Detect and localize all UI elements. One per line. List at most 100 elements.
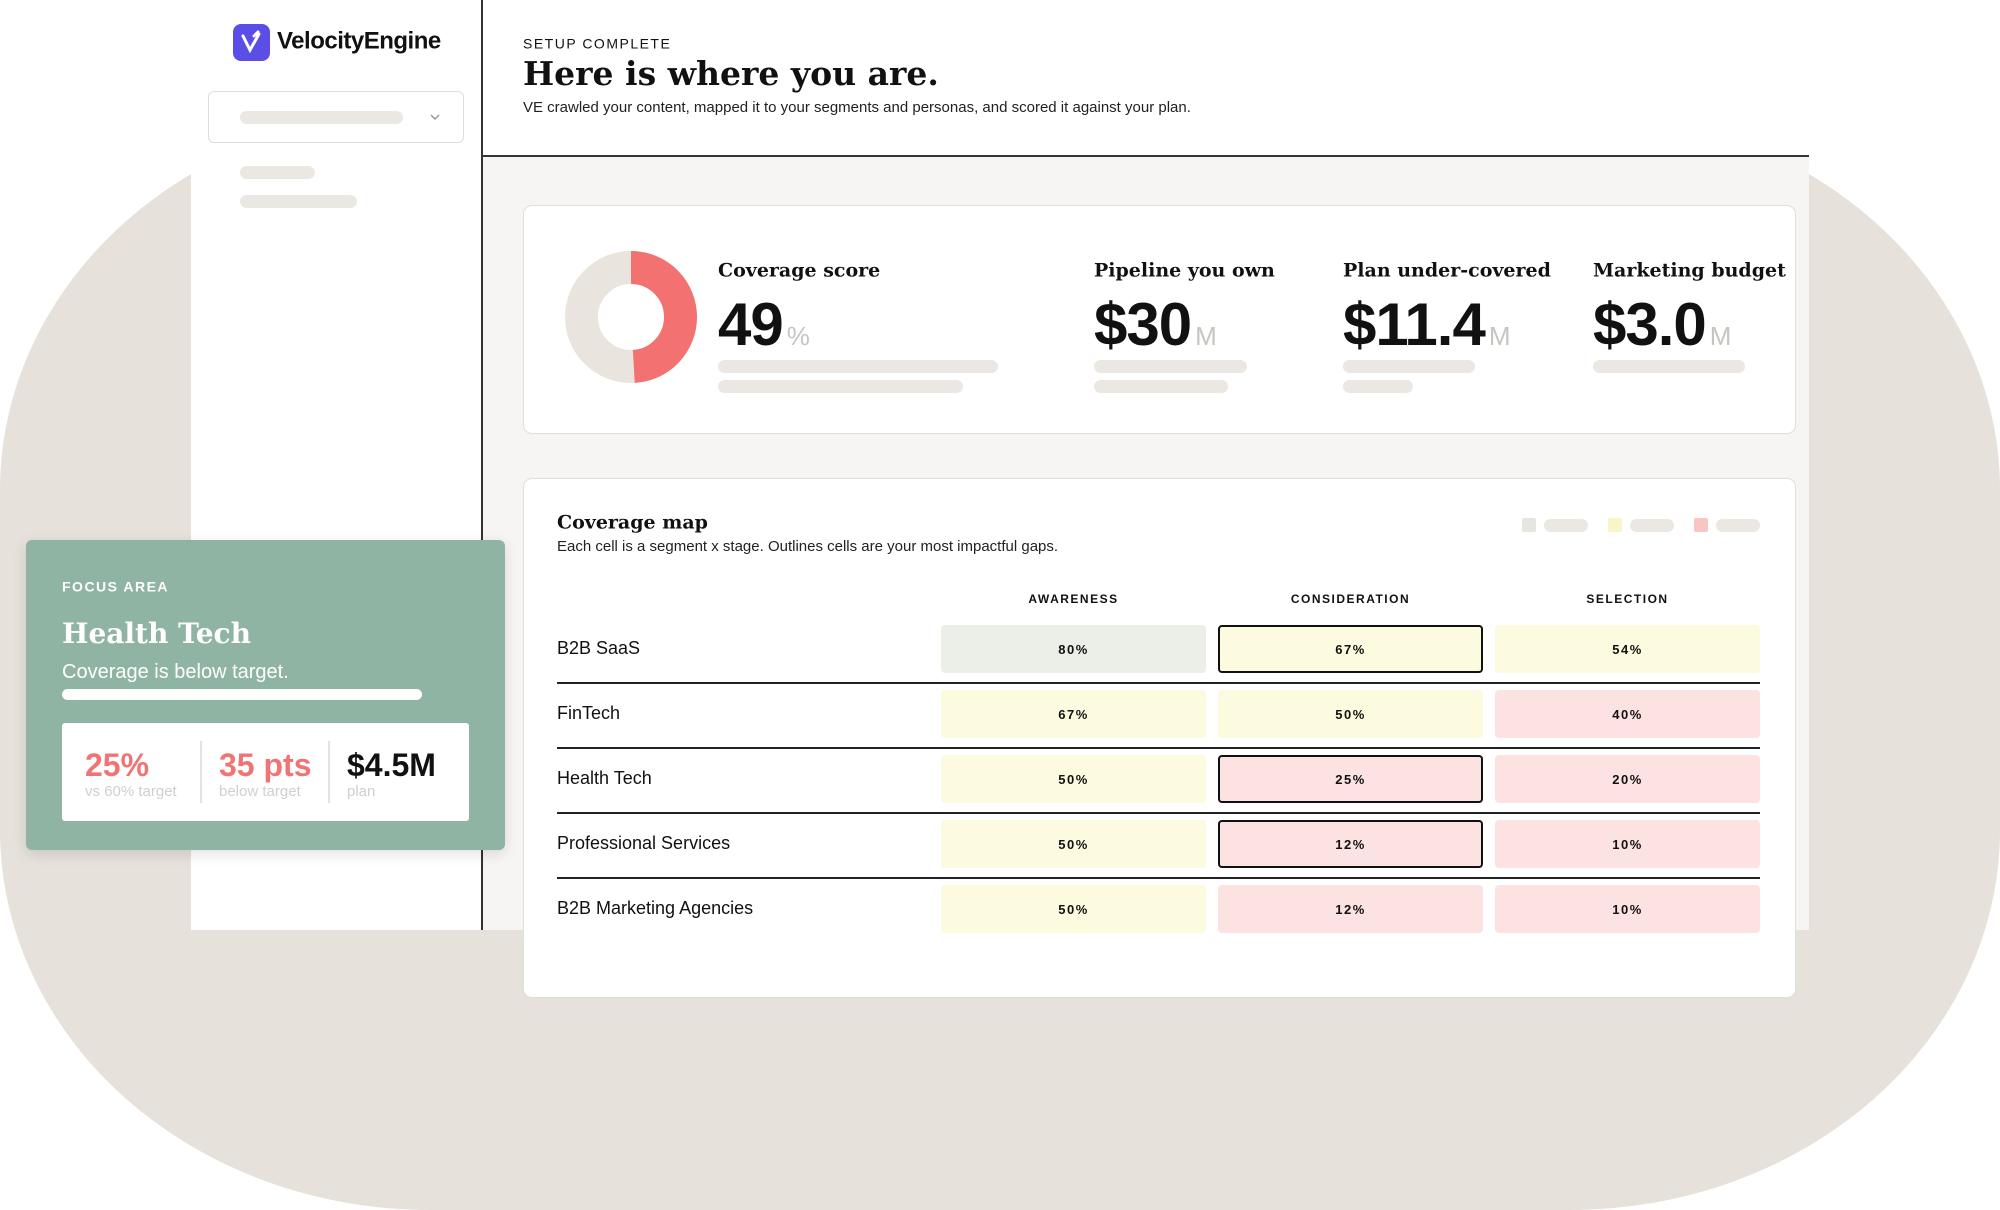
- stat-value: 25%: [85, 746, 150, 783]
- chevron: [430, 114, 440, 121]
- focus-message: Coverage is below target.: [62, 661, 289, 683]
- placeholder: [1544, 519, 1588, 532]
- heatmap-cell: 80%: [941, 625, 1206, 673]
- row-label: B2B SaaS: [557, 638, 641, 659]
- placeholder: [1343, 380, 1413, 393]
- row-label: FinTech: [557, 703, 621, 724]
- kpi-unit: M: [1488, 321, 1511, 351]
- placeholder: [1094, 380, 1228, 393]
- kpi-card: Coverage score 49% Pipeline you own $30 M Pla…: [523, 205, 1796, 434]
- column-header: CONSIDERATION: [1290, 591, 1411, 606]
- cell-label: 80%: [1058, 641, 1089, 657]
- heatmap-cell: 10%: [1495, 820, 1760, 868]
- cell-label: 50%: [1058, 836, 1089, 852]
- heatmap-cell: 10%: [1495, 885, 1760, 933]
- cell-label: 12%: [1335, 836, 1366, 852]
- legend-swatch: [1608, 518, 1622, 532]
- donut-arc: [565, 251, 697, 383]
- kpi-value: $11.4: [1343, 291, 1486, 358]
- kpi-unit: %: [786, 321, 810, 351]
- heatmap-cell: 67%: [1218, 625, 1483, 673]
- cell-label: 25%: [1335, 771, 1366, 787]
- logo-icon: [233, 24, 270, 61]
- cell-label: 67%: [1058, 706, 1089, 722]
- cell-label: 20%: [1612, 771, 1643, 787]
- focus-card: FOCUS AREA Health Tech Coverage is below t…: [26, 540, 505, 850]
- cell-label: 67%: [1335, 641, 1366, 657]
- heatmap-cell: 50%: [941, 820, 1206, 868]
- cell-label: 50%: [1335, 706, 1366, 722]
- eyebrow: FOCUS AREA: [62, 578, 170, 595]
- kpi-value-row: $11.4 M: [1343, 290, 1511, 359]
- stat-value: $4.5M: [347, 746, 436, 783]
- kpi-value: $3.0: [1593, 291, 1707, 358]
- placeholder: [718, 360, 998, 373]
- header: SETUP COMPLETE Here is where you are. VE c…: [483, 0, 1809, 157]
- subtitle: VE crawled your content, mapped it to yo…: [523, 99, 1191, 116]
- stats-box: 25% vs 60% target 35 pts below target $4.5M p…: [62, 723, 469, 821]
- placeholder: [1593, 360, 1745, 373]
- section-subtitle: Each cell is a segment x stage. Outlines…: [557, 538, 1059, 555]
- row-divider: [557, 877, 1760, 879]
- row-divider: [557, 812, 1760, 814]
- heatmap-cell: 50%: [1218, 690, 1483, 738]
- cell-label: 10%: [1612, 901, 1643, 917]
- kpi-value: $30: [1094, 291, 1192, 358]
- heatmap-cell: 50%: [941, 755, 1206, 803]
- heatmap-cell: 67%: [941, 690, 1206, 738]
- main-panel: SETUP COMPLETE Here is where you are. VE c…: [483, 0, 1809, 998]
- cell-label: 12%: [1335, 901, 1366, 917]
- kpi-label: Plan under-covered: [1343, 259, 1551, 282]
- placeholder: [240, 195, 357, 208]
- placeholder: [718, 380, 963, 393]
- kpi-label: Pipeline you own: [1094, 259, 1275, 282]
- stat-divider: [328, 741, 330, 803]
- cell-label: 40%: [1612, 706, 1643, 722]
- row-label: Health Tech: [557, 768, 652, 789]
- stat-value: 35 pts: [219, 746, 312, 783]
- heatmap-cell: 12%: [1218, 885, 1483, 933]
- heatmap-cell: 50%: [941, 885, 1206, 933]
- column-header: AWARENESS: [1028, 591, 1119, 606]
- logo-glyph: [241, 30, 261, 54]
- cell-label: 50%: [1058, 771, 1089, 787]
- heatmap-cell: 40%: [1495, 690, 1760, 738]
- stat-caption: plan: [347, 783, 376, 800]
- brand: VelocityEngine: [277, 27, 441, 55]
- kpi-label: Coverage score: [718, 259, 881, 282]
- placeholder: [240, 166, 315, 179]
- placeholder: [1630, 519, 1674, 532]
- donut: [565, 251, 697, 383]
- kpi-value-row: 49%: [718, 290, 810, 359]
- legend-swatch: [1522, 518, 1536, 532]
- row-label: Professional Services: [557, 833, 731, 854]
- placeholder: [1716, 519, 1760, 532]
- row-divider: [557, 747, 1760, 749]
- heatmap-cell: 20%: [1495, 755, 1760, 803]
- placeholder: [1094, 360, 1247, 373]
- column-header: SELECTION: [1586, 591, 1669, 606]
- page-title: Here is where you are.: [523, 54, 939, 94]
- kpi-value-row: $3.0 M: [1593, 290, 1731, 359]
- cell-label: 50%: [1058, 901, 1089, 917]
- kpi-unit: M: [1709, 321, 1732, 351]
- heatmap-cell: 54%: [1495, 625, 1760, 673]
- heatmap-cell: 25%: [1218, 755, 1483, 803]
- focus-title: Health Tech: [62, 617, 251, 651]
- dropdown[interactable]: [208, 91, 464, 143]
- kpi-value-row: $30 M: [1094, 290, 1217, 359]
- coverage-card: Coverage map Each cell is a segment x sta…: [523, 478, 1796, 998]
- cell-label: 10%: [1612, 836, 1643, 852]
- section-title: Coverage map: [557, 511, 708, 534]
- kpi-label: Marketing budget: [1593, 259, 1786, 282]
- cell-label: 54%: [1612, 641, 1643, 657]
- stat-divider: [200, 741, 202, 803]
- placeholder: [1343, 360, 1475, 373]
- eyebrow: SETUP COMPLETE: [523, 35, 672, 52]
- stat-caption: vs 60% target: [85, 783, 177, 800]
- kpi-value: 49: [718, 291, 784, 358]
- row-divider: [557, 682, 1760, 684]
- legend-swatch: [1694, 518, 1708, 532]
- progress-bar: [62, 689, 422, 700]
- placeholder: [240, 111, 403, 124]
